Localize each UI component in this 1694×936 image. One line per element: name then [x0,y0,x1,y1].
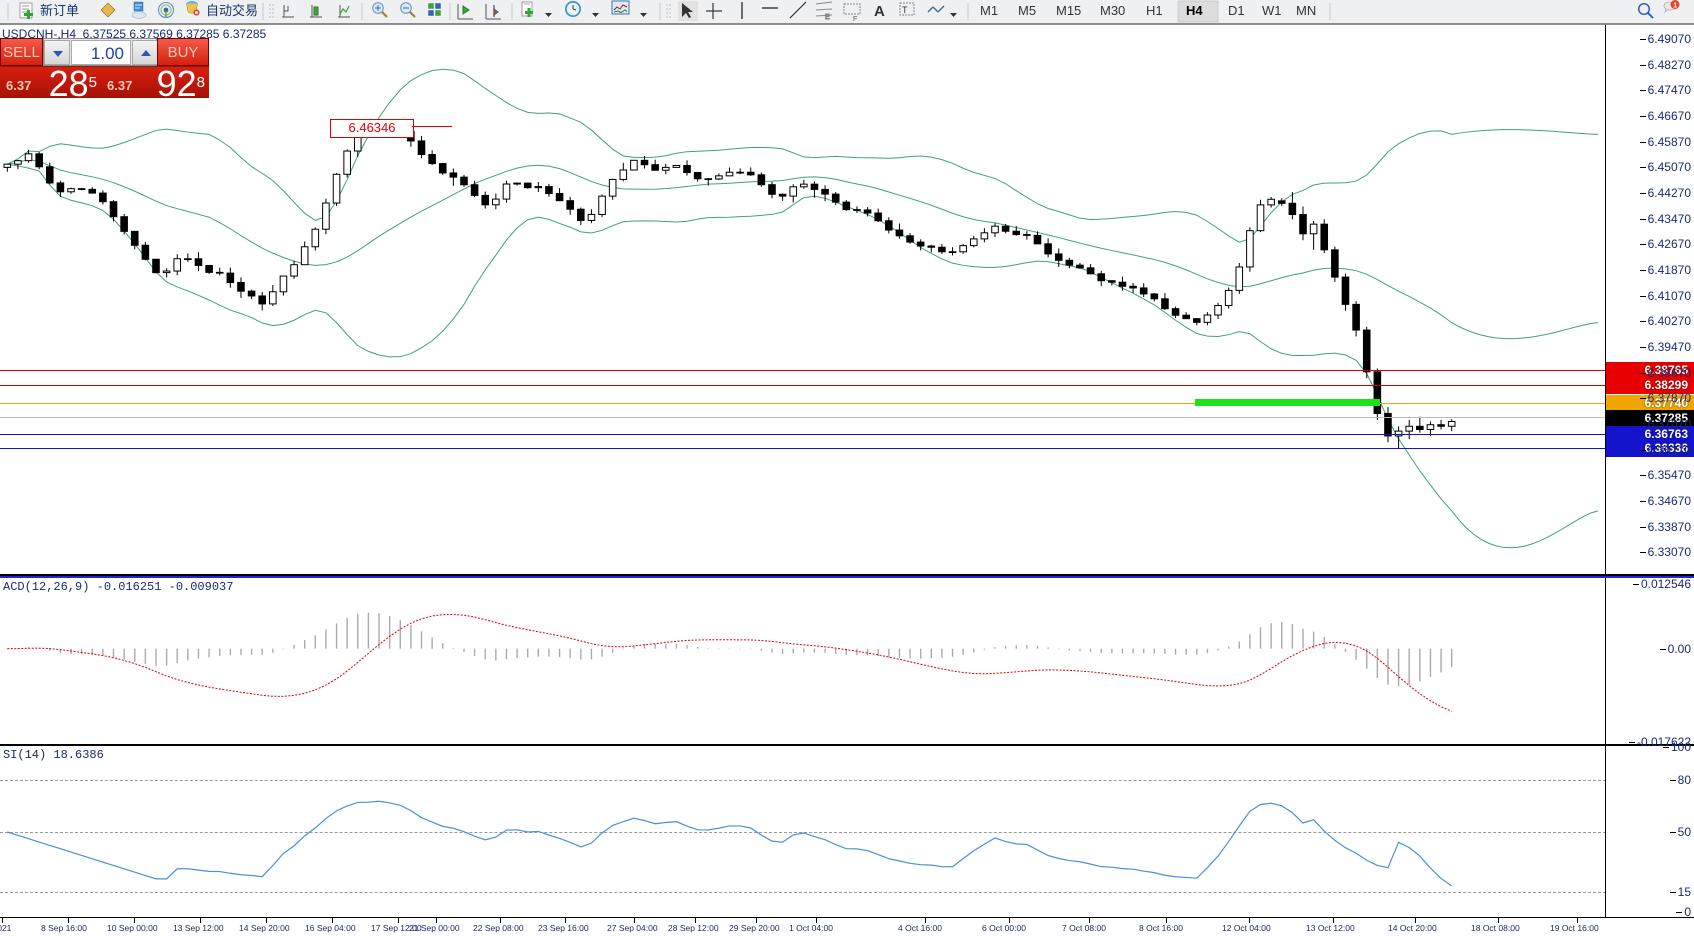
svg-text:W1: W1 [1262,3,1282,18]
svg-text:MN: MN [1296,3,1316,18]
svg-text:M30: M30 [1100,3,1125,18]
svg-text:自动交易: 自动交易 [206,3,258,18]
svg-text:H4: H4 [1186,3,1203,18]
svg-text:H1: H1 [1146,3,1163,18]
svg-text:M1: M1 [980,3,998,18]
svg-text:D1: D1 [1228,3,1245,18]
svg-text:M15: M15 [1056,3,1081,18]
svg-text:新订单: 新订单 [40,3,79,18]
svg-text:1: 1 [1673,2,1677,9]
svg-text:A: A [874,3,885,20]
svg-text:T: T [902,5,908,15]
svg-text:E: E [825,14,830,21]
svg-text:M5: M5 [1018,3,1036,18]
svg-text:F: F [853,16,857,23]
